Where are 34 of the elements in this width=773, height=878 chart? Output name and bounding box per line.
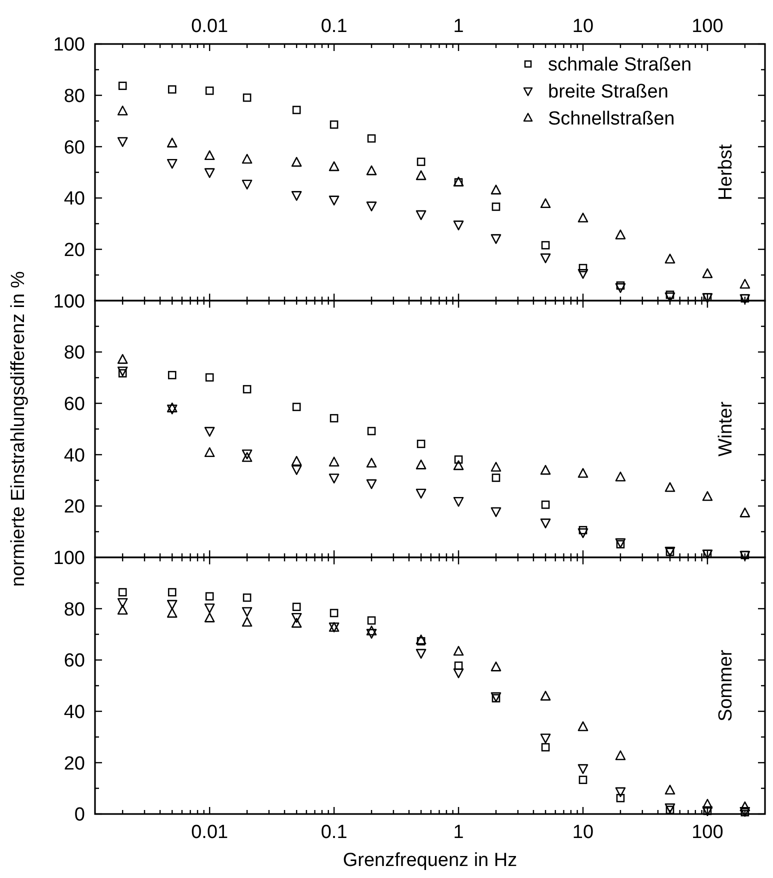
- x-tick-label: 10: [572, 822, 594, 843]
- x-axis-title: Grenzfrequenz in Hz: [342, 850, 518, 871]
- y-tick-label: 40: [64, 702, 85, 723]
- x-tick-label: 0.1: [320, 16, 348, 37]
- annotation: Winter: [716, 400, 737, 456]
- x-tick-label: 1: [453, 822, 464, 843]
- x-tick-label: 1: [453, 16, 464, 37]
- legend-label: Schnellstraßen: [548, 108, 675, 130]
- y-tick-label: 40: [64, 445, 85, 466]
- y-tick-label: 100: [53, 34, 85, 56]
- x-tick-label: 0.1: [320, 822, 348, 843]
- y-axis-title: normierte Einstrahlungsdifferenz in %: [8, 271, 29, 587]
- x-tick-label: 100: [692, 16, 724, 37]
- legend-label: schmale Straßen: [548, 54, 692, 76]
- y-tick-label: 20: [64, 240, 85, 261]
- y-tick-label: 100: [53, 291, 85, 312]
- annotation: Herbst: [716, 144, 737, 200]
- x-tick-label: 10: [572, 16, 594, 37]
- y-tick-label: 40: [64, 188, 85, 210]
- x-tick-label: 100: [692, 822, 724, 843]
- y-tick-label: 100: [53, 548, 85, 569]
- y-tick-label: 60: [64, 650, 85, 672]
- y-tick-label: 20: [64, 496, 85, 518]
- y-tick-label: 0: [74, 804, 85, 826]
- y-tick-label: 80: [64, 342, 85, 364]
- y-tick-label: 20: [64, 753, 85, 774]
- y-tick-label: 60: [64, 394, 85, 415]
- y-tick-label: 80: [64, 86, 85, 107]
- y-tick-label: 60: [64, 137, 85, 158]
- annotation: Sommer: [716, 649, 737, 722]
- x-tick-label: 0.01: [191, 16, 228, 37]
- legend-label: breite Straßen: [548, 82, 668, 103]
- x-tick-label: 0.01: [191, 822, 228, 843]
- y-tick-label: 80: [64, 599, 85, 620]
